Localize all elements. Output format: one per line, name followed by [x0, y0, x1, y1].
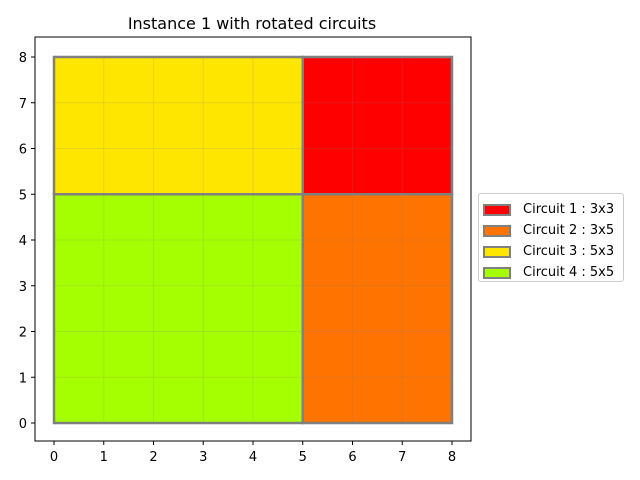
legend-label: Circuit 1 : 3x3 — [523, 202, 615, 217]
y-axis-ticks: 0 1 2 3 4 5 6 7 8 — [19, 51, 35, 432]
circuit-rect-3 — [52, 55, 304, 196]
x-tick-label: 7 — [398, 450, 406, 465]
x-tick-label: 4 — [249, 450, 257, 465]
circuit-rect-1 — [301, 55, 454, 196]
legend-item: Circuit 1 : 3x3 — [483, 199, 623, 220]
circuit-rect-4 — [52, 193, 304, 425]
legend-label: Circuit 4 : 5x5 — [523, 265, 615, 280]
legend-swatch — [483, 245, 511, 258]
x-tick-label: 5 — [299, 450, 307, 465]
legend-swatch — [483, 266, 511, 279]
x-tick-label: 8 — [448, 450, 456, 465]
legend-item: Circuit 3 : 5x3 — [483, 241, 623, 262]
x-axis-ticks: 0 1 2 3 4 5 6 7 8 — [50, 441, 456, 465]
y-tick-label: 6 — [19, 143, 27, 158]
x-tick-label: 0 — [50, 450, 58, 465]
y-tick-label: 4 — [19, 234, 27, 249]
legend-item: Circuit 4 : 5x5 — [483, 262, 623, 283]
legend-item: Circuit 2 : 3x5 — [483, 220, 623, 241]
x-tick-label: 1 — [100, 450, 108, 465]
legend-label: Circuit 2 : 3x5 — [523, 223, 615, 238]
y-tick-label: 2 — [19, 326, 27, 341]
legend: Circuit 1 : 3x3 Circuit 2 : 3x5 Circuit 3 … — [478, 193, 624, 282]
y-tick-label: 3 — [19, 280, 27, 295]
x-tick-label: 2 — [149, 450, 157, 465]
x-tick-label: 6 — [348, 450, 356, 465]
legend-swatch — [483, 203, 511, 216]
circuit-rect-2 — [301, 193, 454, 425]
y-tick-label: 1 — [19, 371, 27, 386]
x-tick-label: 3 — [199, 450, 207, 465]
y-tick-label: 8 — [19, 51, 27, 66]
chart-title: Instance 1 with rotated circuits — [128, 14, 376, 33]
legend-swatch — [483, 224, 511, 237]
legend-label: Circuit 3 : 5x3 — [523, 244, 615, 259]
y-tick-label: 0 — [19, 417, 27, 432]
grid-lines — [53, 56, 453, 424]
y-tick-label: 5 — [19, 188, 27, 203]
circuit-rectangles — [52, 55, 454, 425]
y-tick-label: 7 — [19, 97, 27, 112]
